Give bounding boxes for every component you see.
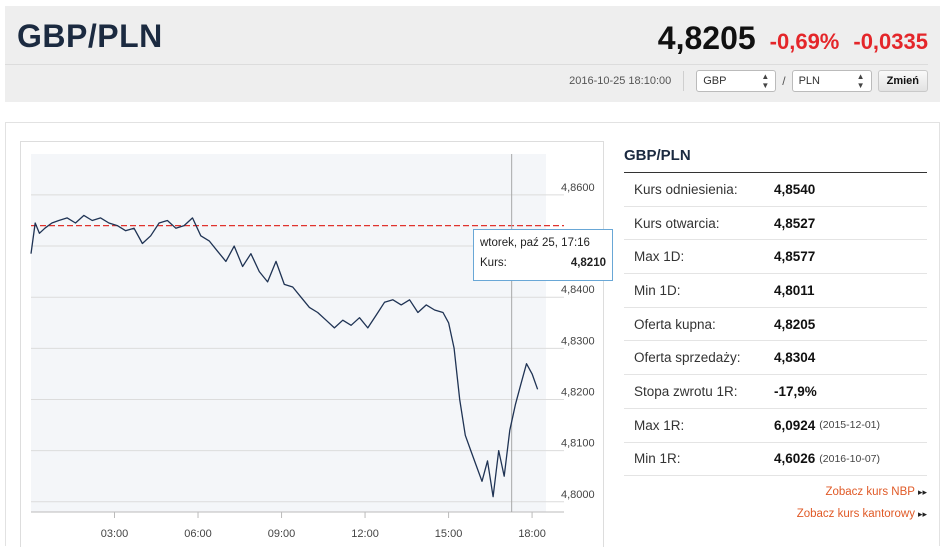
summary-row: Oferta kupna: 4,8205 xyxy=(624,308,927,342)
summary-row: Kurs odniesienia: 4,8540 xyxy=(624,173,927,207)
x-tick-label: 06:00 xyxy=(184,528,212,540)
tooltip-date: wtorek, paź 25, 17:16 xyxy=(480,237,590,249)
summary-row-value: -17,9% xyxy=(774,383,817,399)
summary-table: GBP/PLN Kurs odniesienia: 4,8540 Kurs otwa… xyxy=(624,147,927,520)
summary-row: Min 1R: 4,6026 (2016-10-07) xyxy=(624,443,927,477)
plot-background xyxy=(31,154,546,512)
current-price: 4,8205 xyxy=(657,20,756,56)
x-tick-label: 15:00 xyxy=(435,528,463,540)
x-tick-label: 03:00 xyxy=(101,528,129,540)
double-arrow-icon: ▸▸ xyxy=(917,487,927,498)
summary-row-label: Oferta sprzedaży: xyxy=(634,350,741,366)
summary-row-label: Max 1D: xyxy=(634,249,685,265)
intraday-chart[interactable]: 4,80004,81004,82004,83004,84004,85004,86… xyxy=(20,141,613,547)
y-tick-label: 4,8200 xyxy=(561,386,595,398)
summary-row-label: Max 1R: xyxy=(634,417,685,433)
summary-row-value: 4,8304 xyxy=(774,350,816,366)
summary-row-value: 4,8540 xyxy=(774,181,816,197)
y-tick-label: 4,8400 xyxy=(561,284,595,296)
chart-svg: 4,80004,81004,82004,83004,84004,85004,86… xyxy=(30,154,595,540)
summary-row-label: Stopa zwrotu 1R: xyxy=(634,383,738,399)
nbp-link-label: Zobacz kurs NBP xyxy=(825,486,915,499)
quote-timestamp: 2016-10-25 18:10:00 xyxy=(569,71,685,91)
quote-currency-select[interactable]: PLN ▲ ▼ xyxy=(791,70,872,92)
base-currency-select[interactable]: GBP ▲ ▼ xyxy=(696,70,777,92)
summary-row: Min 1D: 4,8011 xyxy=(624,274,927,308)
y-tick-label: 4,8600 xyxy=(561,182,595,194)
currency-separator: / xyxy=(782,74,786,88)
summary-row: Max 1D: 4,8577 xyxy=(624,240,927,275)
select-arrows-icon: ▲ ▼ xyxy=(856,72,865,90)
summary-title: GBP/PLN xyxy=(624,147,927,173)
base-currency-value: GBP xyxy=(703,75,727,87)
currency-controls: 2016-10-25 18:10:00 GBP ▲ ▼ / PLN ▲ ▼ Zmie… xyxy=(569,70,928,92)
tooltip-value: 4,8210 xyxy=(570,257,606,269)
quote-header: GBP/PLN 4,8205 -0,69% -0,0335 2016-10-25… xyxy=(5,6,940,102)
tooltip-label: Kurs: xyxy=(480,257,507,269)
summary-row-label: Kurs odniesienia: xyxy=(634,181,738,197)
change-percent: -0,69% xyxy=(769,29,840,54)
y-tick-label: 4,8100 xyxy=(561,438,595,450)
header-divider xyxy=(5,64,928,65)
chart-tooltip: wtorek, paź 25, 17:16 Kurs: 4,8210 xyxy=(473,229,613,281)
y-tick-label: 4,8000 xyxy=(561,489,595,501)
change-absolute: -0,0335 xyxy=(853,29,928,54)
double-arrow-icon: ▸▸ xyxy=(917,509,927,520)
summary-row-label: Oferta kupna: xyxy=(634,316,716,332)
summary-row-date: (2015-12-01) xyxy=(819,419,880,432)
y-tick-label: 4,8300 xyxy=(561,335,595,347)
quote-currency-value: PLN xyxy=(798,75,820,87)
summary-row-value: 4,8577 xyxy=(774,249,816,265)
exchange-rate-link[interactable]: Zobacz kurs kantorowy ▸▸ xyxy=(624,508,927,520)
change-pair-button[interactable]: Zmień xyxy=(877,70,928,92)
summary-row-date: (2016-10-07) xyxy=(819,452,880,465)
price-series-line xyxy=(30,214,539,498)
pair-title: GBP/PLN xyxy=(17,18,163,54)
summary-row: Stopa zwrotu 1R: -17,9% xyxy=(624,375,927,409)
summary-row-value: 4,8527 xyxy=(774,215,816,231)
summary-row-value: 6,0924 xyxy=(774,417,816,433)
quote-panel: 4,80004,81004,82004,83004,84004,85004,86… xyxy=(5,122,940,547)
summary-row-label: Min 1D: xyxy=(634,282,681,298)
summary-row: Kurs otwarcia: 4,8527 xyxy=(624,207,927,241)
nbp-rate-link[interactable]: Zobacz kurs NBP ▸▸ xyxy=(624,486,927,498)
summary-row: Max 1R: 6,0924 (2015-12-01) xyxy=(624,409,927,443)
x-tick-label: 18:00 xyxy=(518,528,546,540)
summary-row-label: Kurs otwarcia: xyxy=(634,215,720,231)
exchange-link-label: Zobacz kurs kantorowy xyxy=(796,508,915,521)
summary-row-value: 4,8205 xyxy=(774,316,816,332)
summary-row-label: Min 1R: xyxy=(634,451,681,467)
x-tick-label: 09:00 xyxy=(268,528,296,540)
price-block: 4,8205 -0,69% -0,0335 xyxy=(658,20,928,57)
summary-row-value: 4,8011 xyxy=(774,282,815,298)
summary-row: Oferta sprzedaży: 4,8304 xyxy=(624,341,927,376)
select-arrows-icon: ▲ ▼ xyxy=(761,72,770,90)
x-tick-label: 12:00 xyxy=(351,528,379,540)
summary-row-value: 4,6026 xyxy=(774,451,816,467)
